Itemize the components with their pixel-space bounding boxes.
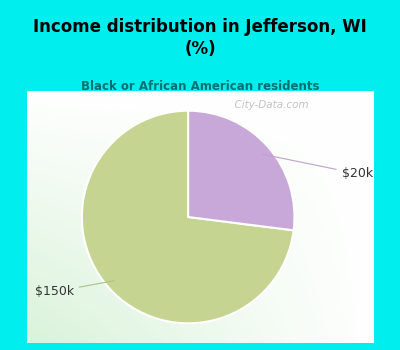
Text: Black or African American residents: Black or African American residents xyxy=(81,80,319,93)
Wedge shape xyxy=(82,111,294,323)
Text: $150k: $150k xyxy=(35,281,114,298)
Text: City-Data.com: City-Data.com xyxy=(228,100,308,110)
Text: Income distribution in Jefferson, WI
(%): Income distribution in Jefferson, WI (%) xyxy=(33,18,367,58)
Text: $20k: $20k xyxy=(263,154,373,180)
Wedge shape xyxy=(188,111,294,230)
